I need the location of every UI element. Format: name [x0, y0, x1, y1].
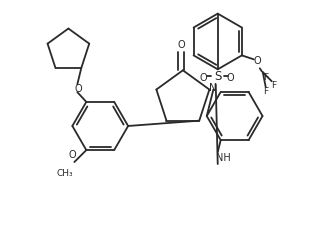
- Text: N: N: [209, 83, 217, 92]
- Text: O: O: [200, 73, 207, 83]
- Text: O: O: [254, 56, 261, 66]
- Text: S: S: [214, 70, 222, 83]
- Text: CH₃: CH₃: [56, 169, 73, 178]
- Text: F: F: [271, 81, 276, 90]
- Text: O: O: [177, 40, 185, 50]
- Text: F: F: [263, 87, 268, 96]
- Text: F: F: [263, 73, 268, 82]
- Text: NH: NH: [216, 153, 231, 163]
- Text: O: O: [75, 84, 82, 94]
- Text: O: O: [69, 150, 76, 160]
- Text: O: O: [227, 73, 235, 83]
